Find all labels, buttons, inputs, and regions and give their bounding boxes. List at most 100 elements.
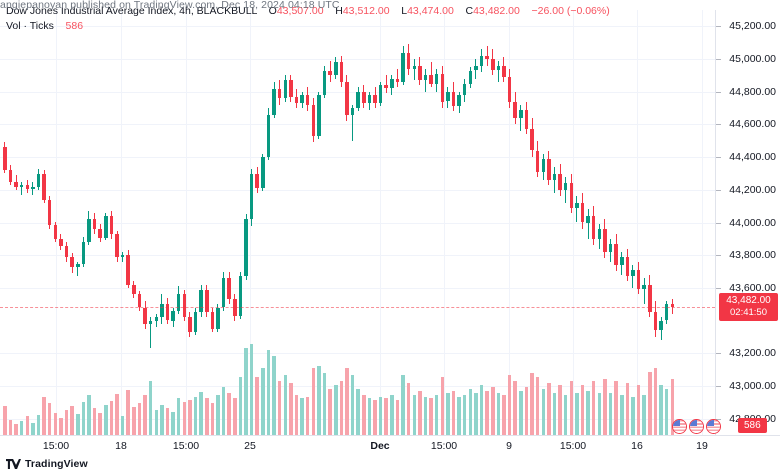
volume-bar — [558, 385, 562, 435]
candle-body — [109, 216, 114, 234]
candle-body — [636, 269, 641, 290]
volume-bar — [188, 400, 192, 435]
grid-line-horizontal — [0, 287, 715, 289]
volume-bar — [14, 423, 18, 435]
volume-bar — [261, 367, 265, 435]
us-economic-event-flag-icon[interactable] — [689, 419, 704, 434]
volume-bar — [148, 381, 153, 435]
grid-line-horizontal — [0, 189, 715, 191]
grid-line-vertical — [444, 10, 445, 435]
volume-bar — [249, 343, 254, 435]
candle-body — [558, 173, 562, 190]
legend-close-label: C — [465, 5, 474, 17]
grid-line-horizontal — [0, 26, 715, 28]
volume-value-badge[interactable]: 586 — [738, 418, 767, 433]
candle-body — [47, 199, 52, 225]
time-tick-label: 9 — [506, 440, 512, 452]
candle-body — [519, 109, 523, 118]
volume-bar — [47, 403, 52, 435]
price-tick-mark — [716, 124, 721, 126]
legend-close-value: 43,482.00 — [473, 5, 520, 17]
volume-bar — [491, 386, 495, 435]
legend-symbol[interactable]: Dow Jones Industrial Average Index, 4h, … — [6, 5, 257, 17]
volume-bar — [384, 398, 388, 435]
candle-body — [199, 289, 203, 313]
grid-line-vertical — [186, 10, 187, 435]
candle-body — [423, 75, 428, 81]
candle-body — [462, 83, 467, 95]
price-tick-mark — [716, 353, 721, 355]
volume-bar — [373, 400, 377, 435]
volume-bar — [92, 408, 97, 435]
grid-line-vertical — [509, 10, 510, 435]
legend-change: −26.00 (−0.06%) — [531, 5, 610, 17]
candle-body — [104, 216, 108, 239]
volume-bar — [205, 397, 209, 435]
volume-bar — [670, 378, 674, 435]
candle-body — [244, 219, 248, 277]
legend-low-label: L — [401, 5, 408, 17]
legend-low-value: 43,474.00 — [407, 5, 454, 17]
candle-body — [14, 181, 18, 188]
volume-bar — [367, 398, 372, 435]
volume-bar — [362, 394, 366, 435]
us-economic-event-flag-icon[interactable] — [706, 419, 721, 434]
candle-wick — [576, 196, 578, 223]
legend-volume-value: 586 — [65, 20, 84, 32]
volume-bar — [530, 373, 534, 435]
candle-body — [373, 95, 377, 104]
candle-body — [188, 317, 192, 332]
volume-bar — [132, 407, 136, 435]
volume-bar — [317, 365, 321, 435]
candle-body — [670, 304, 674, 308]
flag-canton — [690, 420, 697, 426]
volume-bar — [238, 377, 243, 435]
volume-bar — [603, 379, 607, 435]
tradingview-logo[interactable]: TradingView — [6, 458, 88, 470]
candle-body — [429, 75, 433, 84]
volume-bar — [614, 381, 618, 435]
candle-body — [339, 62, 344, 82]
volume-bar — [193, 396, 198, 435]
candle-body — [70, 256, 74, 268]
volume-bar — [244, 348, 248, 435]
candle-body — [412, 65, 416, 69]
volume-bar — [76, 413, 80, 435]
volume-bar — [165, 408, 170, 435]
candle-body — [474, 65, 478, 71]
candle-wick — [632, 265, 634, 288]
legend-volume-label[interactable]: Vol · Ticks — [6, 20, 54, 32]
volume-bar — [350, 375, 355, 435]
candle-body — [277, 88, 282, 99]
volume-bar — [272, 356, 276, 435]
candle-body — [294, 96, 299, 104]
volume-bar — [154, 410, 158, 435]
time-axis[interactable]: 15:00 18 15:00 25 Dec 15:00 9 15:00 16 19 — [0, 435, 780, 456]
candle-body — [305, 95, 310, 105]
candle-body — [451, 91, 456, 107]
tradingview-wordmark: TradingView — [25, 458, 88, 470]
tradingview-mark-icon — [6, 459, 21, 469]
candle-body — [547, 158, 551, 181]
price-axis[interactable]: 45,200.00 45,000.00 44,800.00 44,600.00 44,4… — [715, 10, 780, 435]
candle-body — [491, 59, 495, 71]
current-price-badge[interactable]: 43,482.00 02:41:50 — [719, 293, 778, 322]
volume-bar — [25, 415, 29, 435]
volume-bar — [580, 385, 585, 435]
volume-bar — [221, 386, 226, 435]
us-economic-event-flag-icon[interactable] — [672, 419, 687, 434]
volume-bar — [451, 390, 456, 435]
candle-body — [468, 70, 473, 84]
candle-wick — [587, 209, 589, 239]
candle-body — [395, 78, 400, 82]
volume-bar — [563, 394, 568, 435]
candle-body — [479, 55, 484, 66]
volume-bar — [126, 389, 130, 435]
candle-body — [165, 304, 170, 321]
candle-body — [126, 255, 130, 285]
grid-line-horizontal — [0, 353, 715, 355]
chart-pane[interactable] — [0, 10, 715, 435]
volume-bar — [233, 398, 237, 435]
volume-bar — [642, 394, 646, 435]
candle-body — [367, 95, 372, 104]
